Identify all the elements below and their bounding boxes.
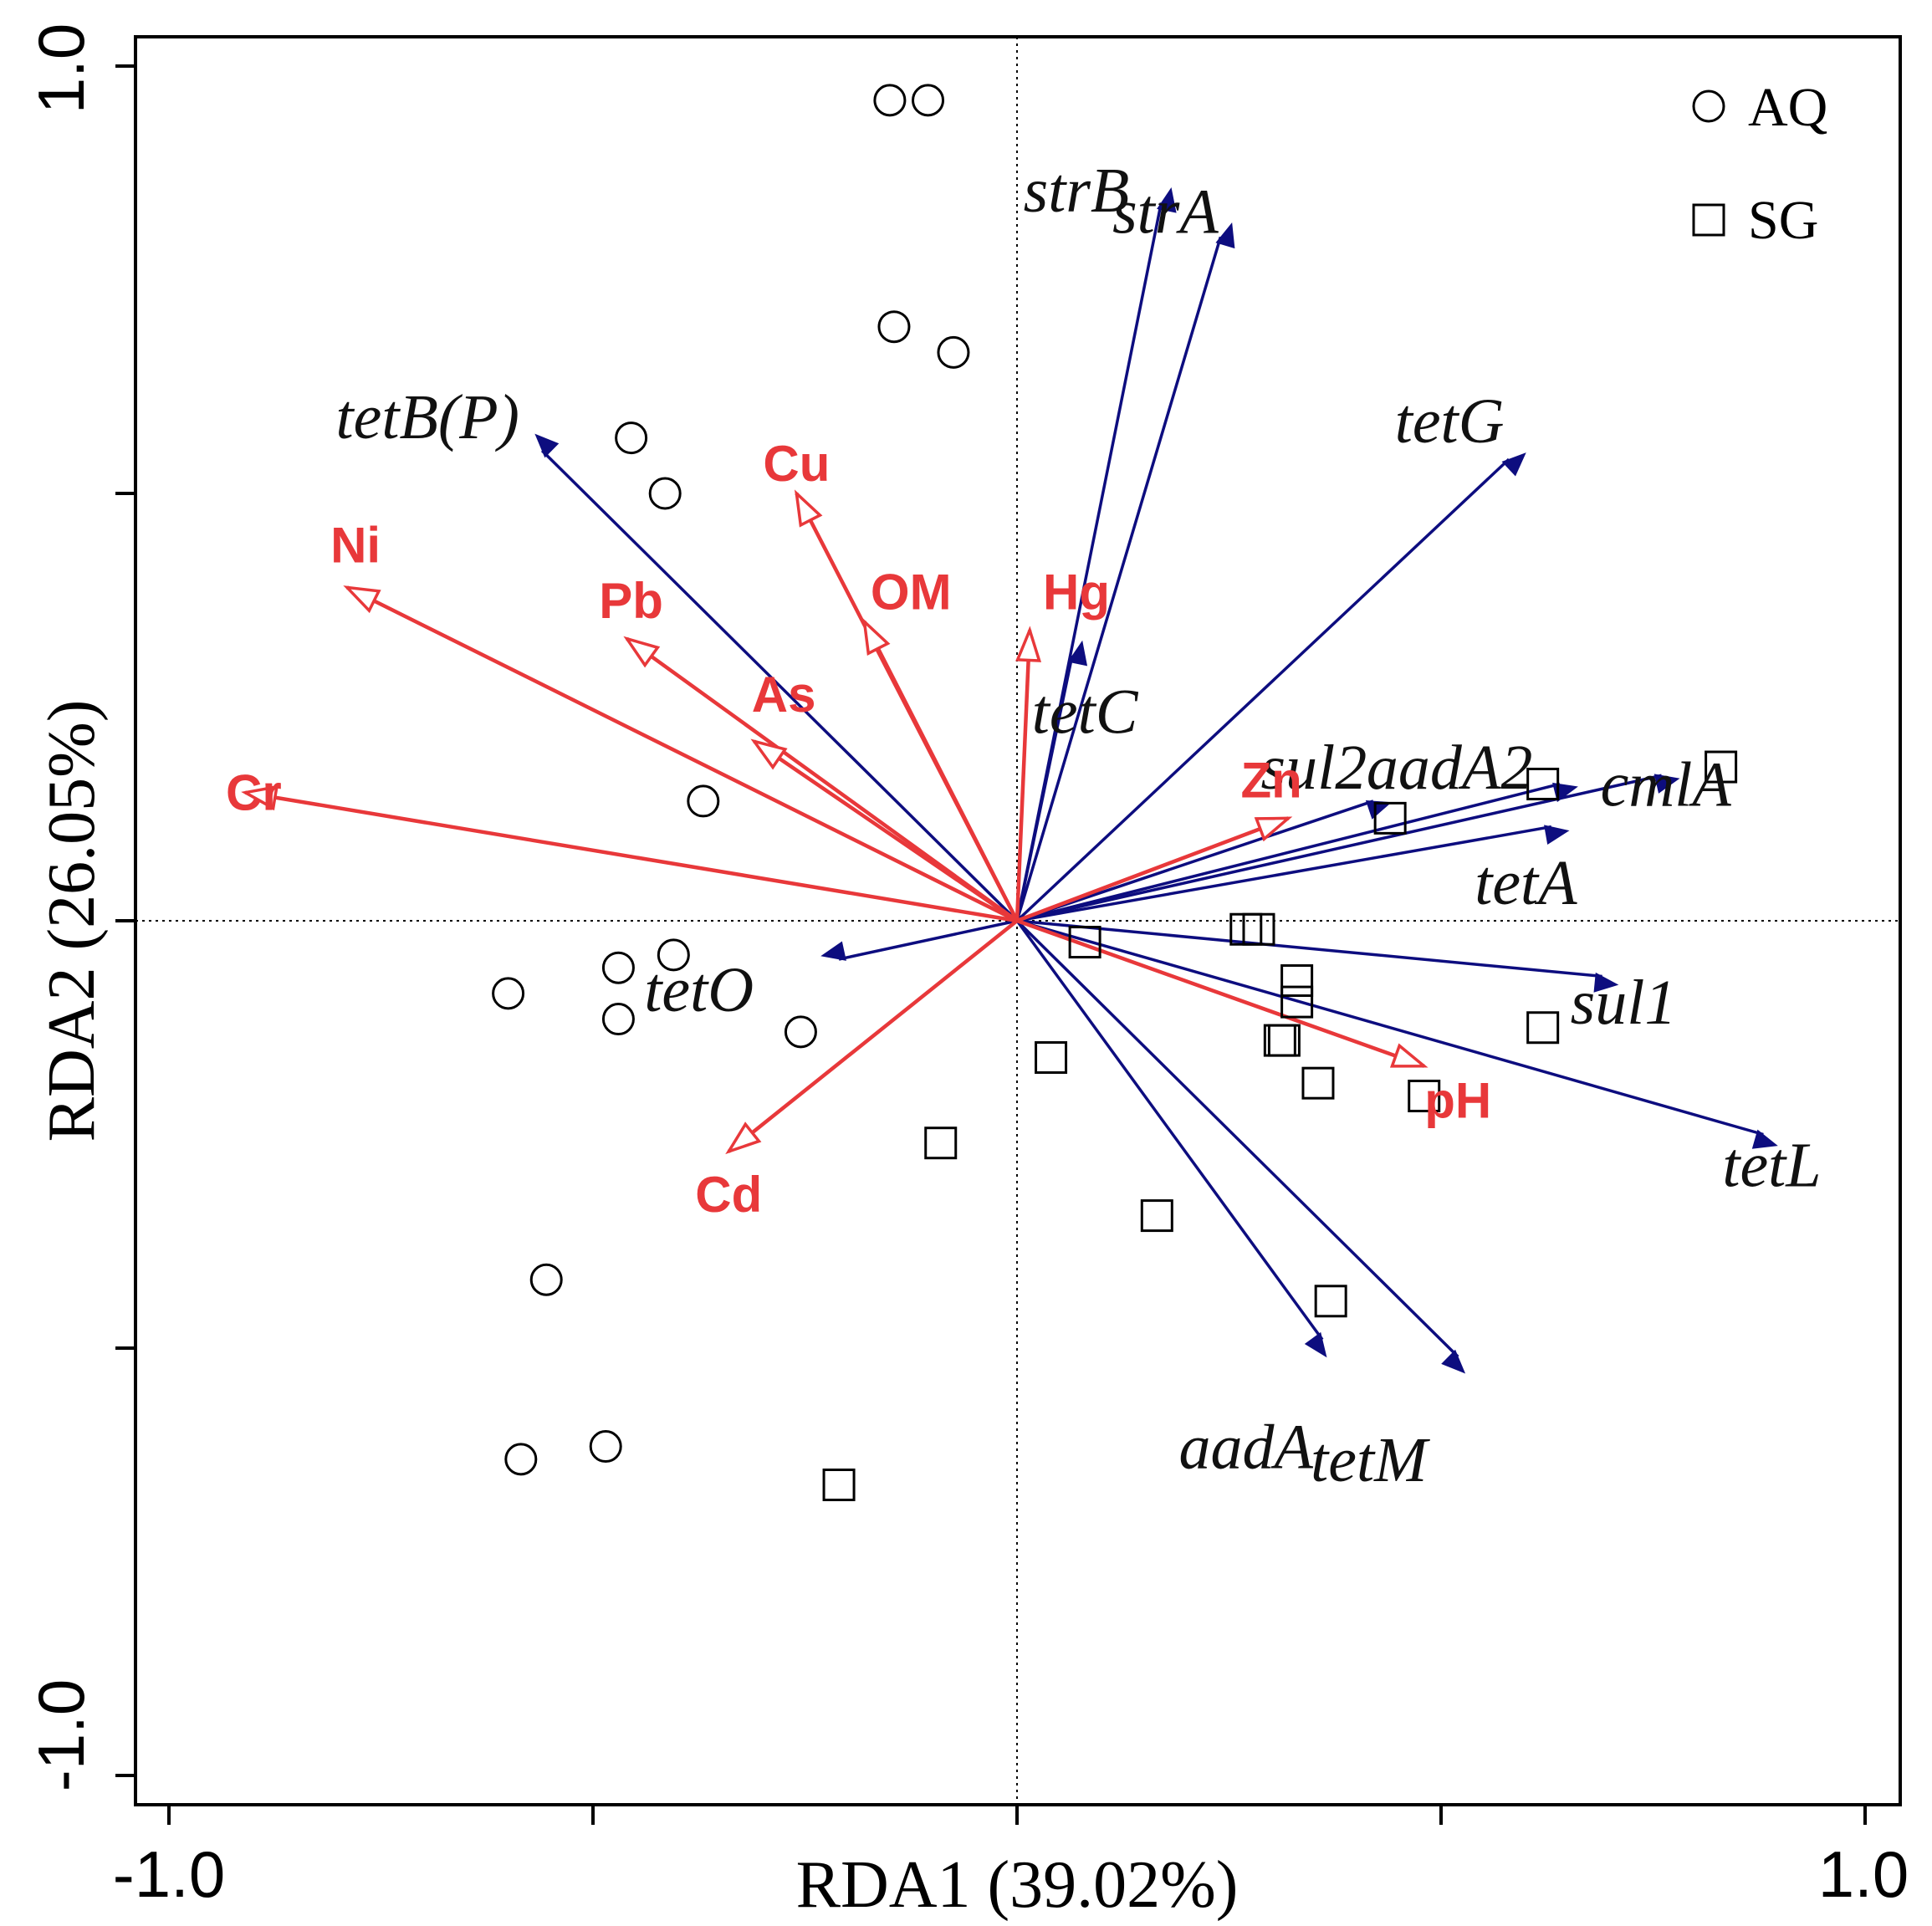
gene-arrow-tetC <box>1015 640 1088 922</box>
sample-point-sg <box>1242 912 1275 946</box>
env-label-Pb: Pb <box>599 573 663 629</box>
env-label-OM: OM <box>871 565 952 621</box>
legend: AQ SG <box>1692 77 1827 251</box>
gene-label-tetC: tetC <box>1032 677 1139 748</box>
sample-point-aq <box>529 1263 563 1296</box>
environmental-labels: Cu Ni Pb OM Hg As Cr Zn pH Cd <box>226 436 1491 1223</box>
gene-arrow-aadA <box>1015 919 1327 1358</box>
gene-arrow-strA <box>1015 222 1235 922</box>
gene-arrow-aadA2 <box>1016 782 1578 922</box>
x-tick-label-min: -1.0 <box>113 1837 225 1911</box>
env-label-Ni: Ni <box>330 517 381 573</box>
sample-point-sg <box>1280 964 1314 998</box>
gene-arrow-tetA <box>1016 825 1570 922</box>
sample-point-sg <box>924 1126 958 1160</box>
sample-point-aq <box>657 938 690 972</box>
gene-label-cmlA: cmlA <box>1601 749 1732 820</box>
gene-label-aadA: aadA <box>1179 1413 1314 1483</box>
legend-label-aq: AQ <box>1748 77 1827 138</box>
gene-label-sul2: sul2 <box>1261 733 1367 803</box>
gene-arrow-tetO <box>820 919 1018 961</box>
y-axis-title: RDA2 (26.05%) <box>35 700 109 1142</box>
gene-arrow-sul2 <box>1016 800 1392 922</box>
gene-label-tetBP: tetB(P) <box>336 382 519 452</box>
sample-point-aq <box>601 951 635 984</box>
env-arrow-OM <box>862 617 1020 922</box>
sample-point-sg <box>1140 1199 1173 1233</box>
sample-point-aq <box>601 1003 635 1036</box>
env-label-Cr: Cr <box>226 765 282 821</box>
sample-point-aq <box>937 335 970 369</box>
environmental-vectors <box>241 489 1429 1155</box>
sample-point-sg <box>1267 1024 1301 1057</box>
gene-label-tetM: tetM <box>1311 1425 1430 1495</box>
y-tick-label-min: -1.0 <box>24 1679 98 1791</box>
gene-label-tetG: tetG <box>1395 386 1505 457</box>
sample-point-aq <box>687 784 720 818</box>
sample-point-aq <box>912 84 945 117</box>
axes-ticks <box>115 64 1867 1825</box>
env-arrow-As <box>750 738 1019 922</box>
env-label-Cu: Cu <box>763 436 830 492</box>
sample-point-aq <box>648 477 682 510</box>
sample-point-sg <box>822 1469 856 1502</box>
gene-label-sul1: sul1 <box>1571 968 1677 1038</box>
env-arrow-Hg <box>1015 626 1042 922</box>
gene-arrow-sul1 <box>1016 919 1619 993</box>
env-arrow-Pb <box>623 636 1019 922</box>
sample-point-aq <box>615 421 648 455</box>
x-axis-title: RDA1 (39.02%) <box>796 1848 1239 1922</box>
sample-point-sg <box>1705 750 1738 784</box>
sample-point-sg <box>1526 767 1560 800</box>
env-label-Zn: Zn <box>1241 752 1302 808</box>
env-label-pH: pH <box>1424 1073 1491 1129</box>
sample-point-sg <box>1035 1041 1068 1075</box>
env-label-Cd: Cd <box>695 1167 762 1223</box>
sample-point-sg <box>1301 1066 1335 1100</box>
gene-arrow-tetBP <box>534 433 1019 922</box>
sample-point-aq <box>784 1015 817 1049</box>
env-label-As: As <box>752 667 816 723</box>
sample-point-sg <box>1526 1011 1560 1045</box>
sample-point-sg <box>1373 801 1407 835</box>
env-arrow-Cd <box>725 919 1019 1155</box>
gene-arrow-tetG <box>1015 452 1526 922</box>
legend-label-sg: SG <box>1748 190 1818 251</box>
sample-point-aq <box>873 84 907 117</box>
legend-marker-sg <box>1692 203 1725 237</box>
gene-label-tetA: tetA <box>1475 848 1577 918</box>
sample-points <box>492 84 1738 1502</box>
sample-point-aq <box>877 310 911 344</box>
gene-label-strA: strA <box>1112 177 1219 248</box>
gene-label-tetL: tetL <box>1722 1130 1821 1200</box>
sample-point-sg <box>1408 1080 1441 1113</box>
legend-marker-aq <box>1692 89 1725 123</box>
env-arrow-Ni <box>343 585 1019 923</box>
sample-point-sg <box>1314 1285 1347 1318</box>
y-tick-label-max: 1.0 <box>24 23 98 114</box>
sample-point-sg <box>1068 926 1101 959</box>
gene-arrow-tetM <box>1015 919 1466 1374</box>
gene-label-strB: strB <box>1024 156 1130 226</box>
env-arrow-Zn <box>1016 816 1293 923</box>
sample-point-sg <box>1229 912 1263 946</box>
gene-label-aadA2: aadA2 <box>1367 733 1532 803</box>
x-tick-label-max: 1.0 <box>1818 1837 1909 1911</box>
sample-point-sg <box>1280 985 1314 1019</box>
env-arrow-Cr <box>241 784 1018 923</box>
sample-point-aq <box>504 1443 538 1476</box>
sample-point-aq <box>589 1430 622 1464</box>
env-label-Hg: Hg <box>1043 565 1110 621</box>
gene-label-tetO: tetO <box>644 955 754 1025</box>
sample-point-aq <box>492 977 525 1010</box>
gene-arrow-tetL <box>1016 919 1778 1149</box>
env-arrow-pH <box>1016 918 1429 1068</box>
